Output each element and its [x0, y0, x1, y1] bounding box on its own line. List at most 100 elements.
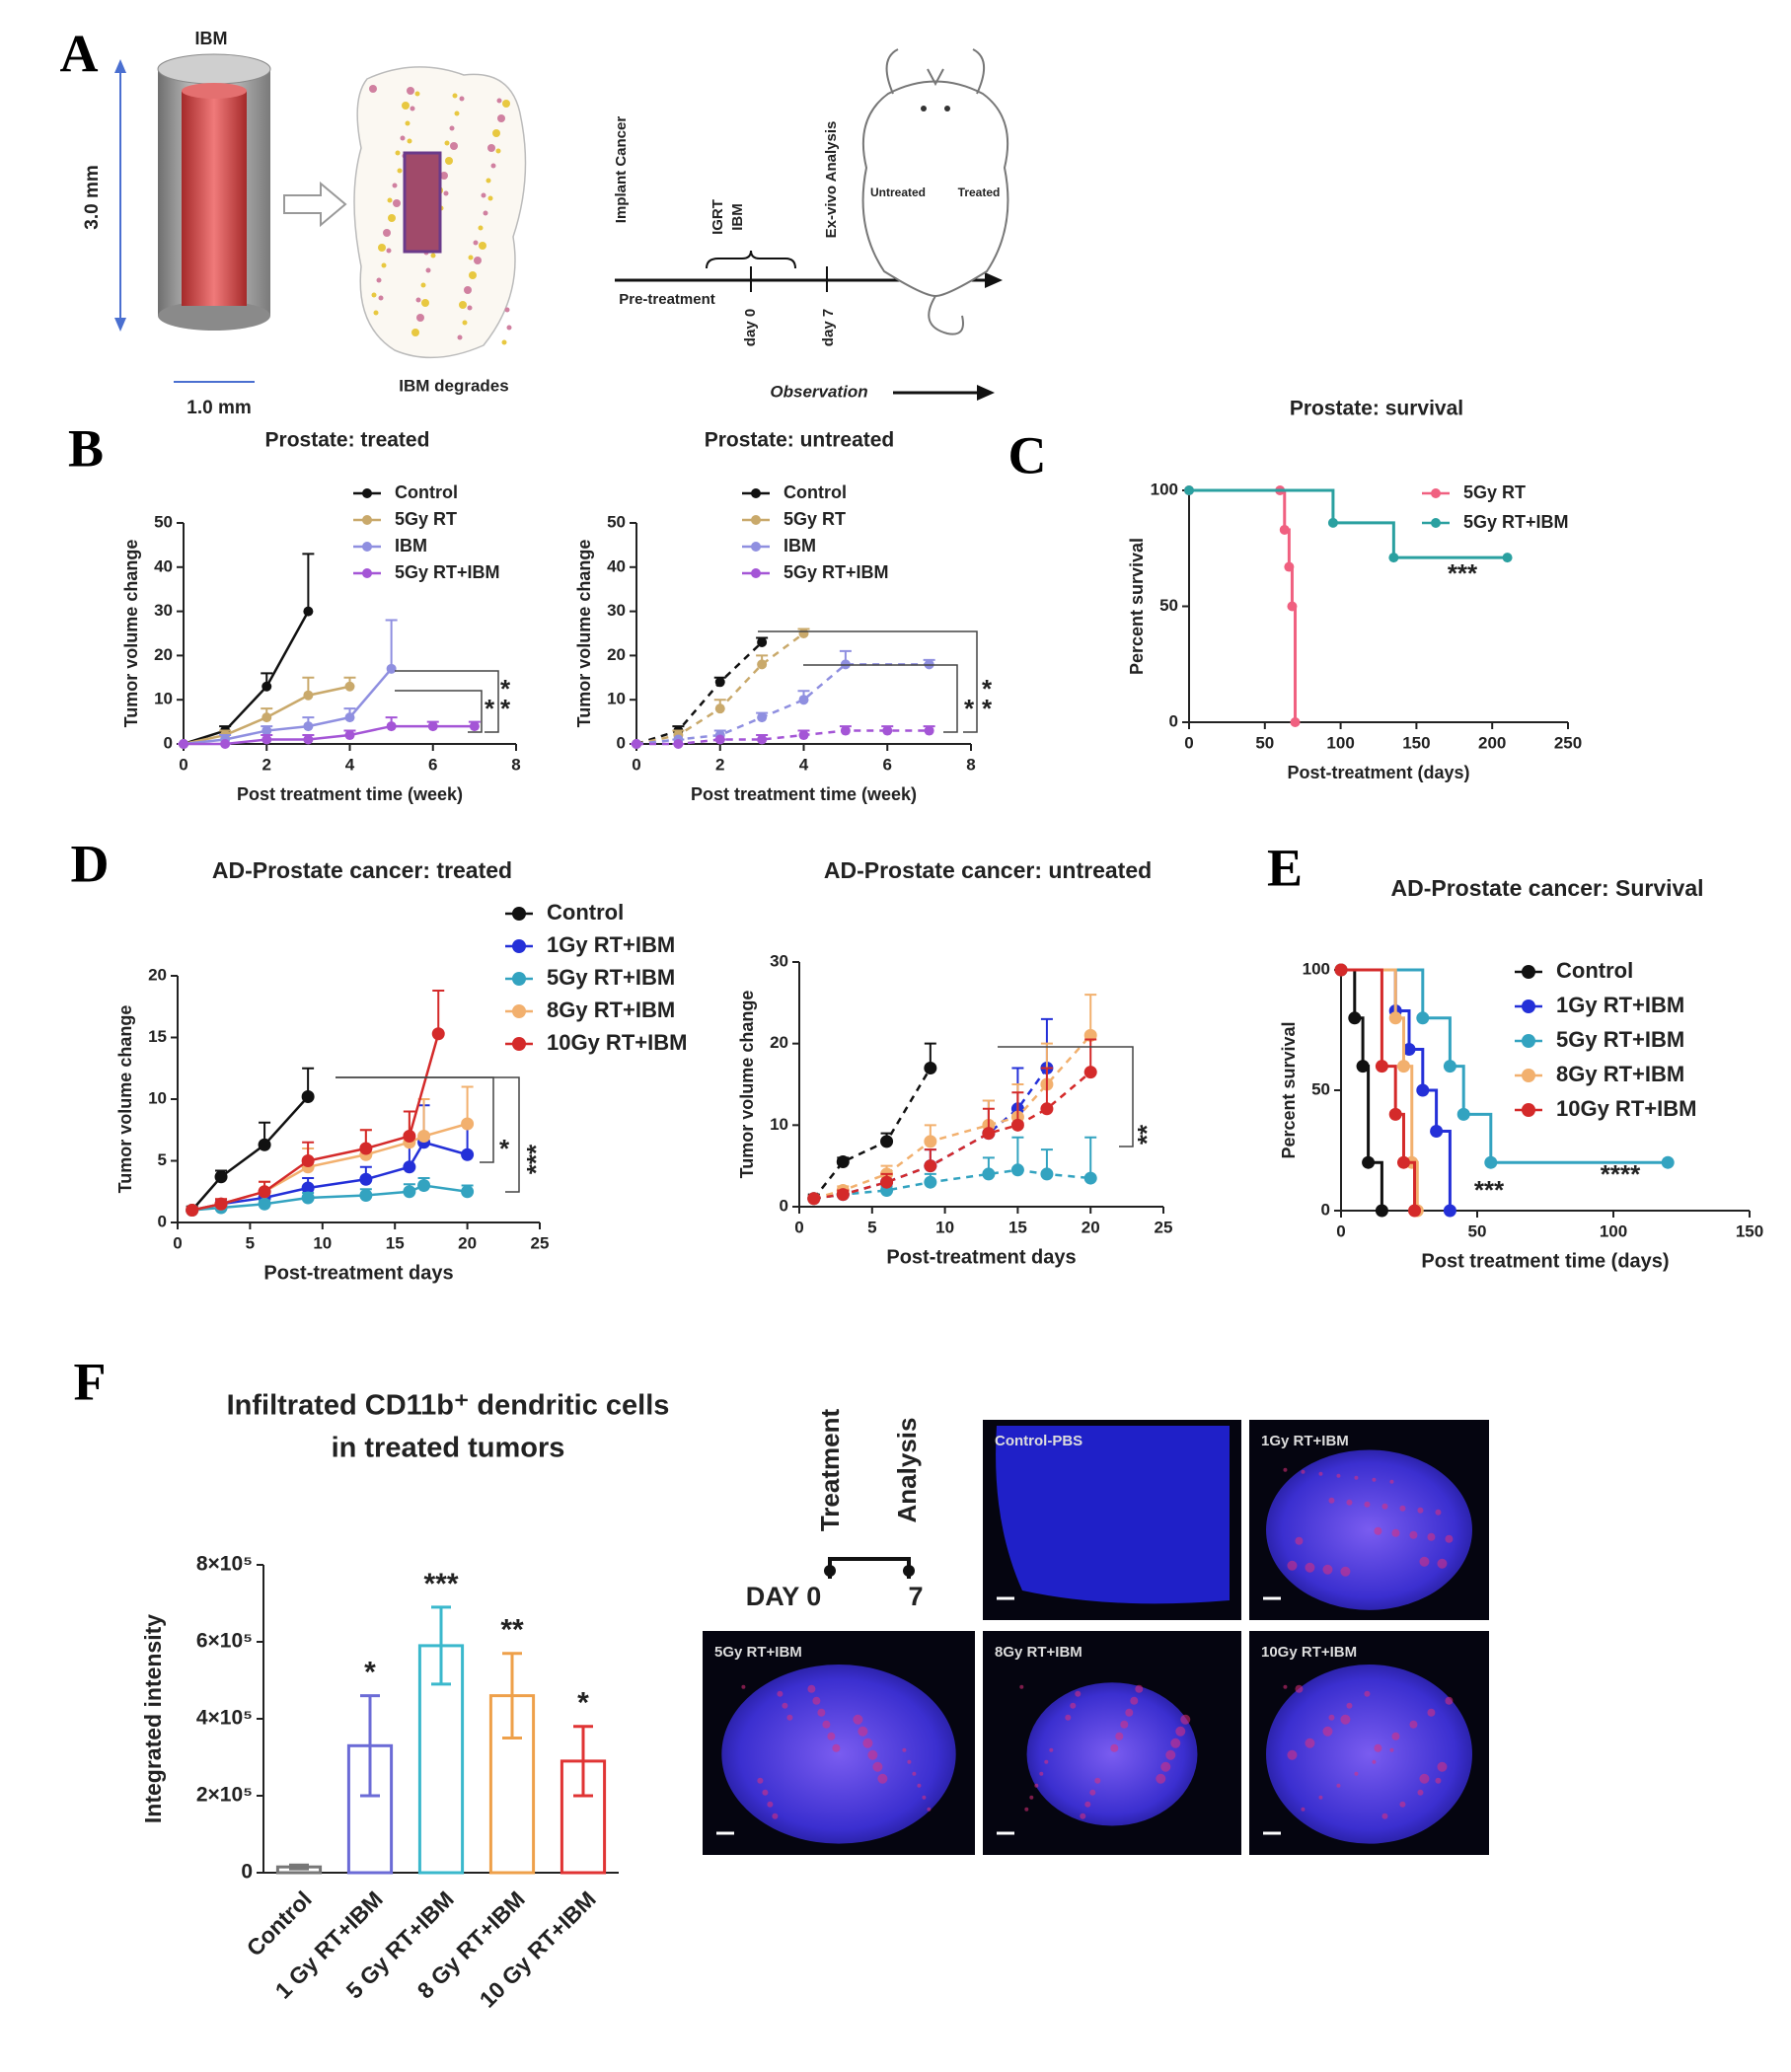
y-axis-label: Percent survival: [1127, 538, 1147, 675]
data-point: [1456, 1107, 1470, 1121]
stain: [853, 1714, 863, 1725]
y-axis-label: Integrated intensity: [140, 1614, 166, 1823]
particle: [462, 320, 468, 326]
data-point: [431, 1027, 445, 1041]
stain: [1346, 1499, 1353, 1506]
data-point: [258, 1185, 271, 1199]
x-tick-label: 0: [179, 755, 187, 774]
survival-step: [1341, 968, 1397, 1011]
x-tick-label: 25: [531, 1233, 550, 1252]
x-tick-label: 2: [715, 755, 724, 774]
stain: [1084, 1801, 1091, 1808]
series-line: [183, 610, 310, 746]
y-tick-label: 6×10⁵: [196, 1630, 253, 1653]
stain: [927, 1807, 932, 1812]
particle: [410, 106, 415, 111]
particle: [459, 301, 467, 309]
particle: [386, 248, 392, 254]
data-point: [301, 1154, 315, 1167]
significance: **: [1132, 1124, 1161, 1145]
x-tick-label: 2: [262, 755, 271, 774]
x-tick-label: 0: [173, 1233, 182, 1252]
particle: [444, 140, 450, 146]
stain: [1322, 1564, 1333, 1575]
particle: [411, 329, 419, 336]
particle: [388, 214, 396, 222]
error-bar: [360, 1694, 380, 1798]
legend-marker: [512, 972, 526, 986]
particle: [490, 163, 496, 169]
data-point: [303, 606, 314, 617]
stain: [872, 1761, 883, 1772]
significance: *: [499, 1134, 510, 1163]
y-tick-label: 15: [148, 1027, 167, 1046]
particle: [393, 199, 401, 207]
stain: [767, 1801, 774, 1808]
stain: [741, 1684, 746, 1689]
significance: *: [577, 1687, 589, 1720]
panel-letter: C: [1008, 425, 1047, 484]
data-point: [1388, 1107, 1402, 1121]
data-point: [757, 734, 768, 745]
y-tick-label: 50: [1159, 596, 1178, 615]
label: Implant Cancer: [613, 116, 630, 224]
stain: [782, 1702, 788, 1709]
brace: [706, 250, 796, 269]
y-axis-label: Tumor volume change: [115, 1005, 135, 1194]
legend-marker: [512, 939, 526, 953]
stain: [912, 1771, 917, 1776]
legend-label: 1Gy RT+IBM: [1556, 993, 1684, 1017]
stain: [757, 1777, 764, 1784]
x-tick-label: 5: [867, 1218, 876, 1236]
stain: [1125, 1708, 1134, 1717]
survival-step: [1292, 605, 1298, 722]
data-point: [186, 1204, 199, 1217]
stain: [1318, 1795, 1323, 1800]
panel-letter: B: [68, 418, 104, 478]
timeline-dot: [903, 1565, 915, 1577]
data-point: [1284, 561, 1295, 572]
legend-marker: [512, 1004, 526, 1018]
stain: [777, 1690, 784, 1697]
stain: [1374, 1743, 1382, 1752]
y-tick-label: 0: [158, 1212, 167, 1230]
stain: [1340, 1714, 1351, 1725]
legend-marker: [751, 515, 761, 525]
tissue: [721, 1665, 956, 1844]
data-point: [303, 721, 314, 732]
data-point: [836, 1155, 850, 1169]
stain: [1165, 1749, 1176, 1760]
legend-marker: [1431, 488, 1441, 498]
stain: [922, 1795, 927, 1800]
stain: [1336, 1473, 1341, 1478]
stain: [1080, 1813, 1086, 1819]
series-line: [190, 1095, 310, 1212]
stain: [1354, 1475, 1359, 1480]
y-tick-label: 0: [241, 1861, 253, 1884]
particle: [371, 292, 377, 298]
stain: [1301, 1469, 1306, 1474]
stain: [1160, 1761, 1171, 1772]
significance: **: [500, 1614, 524, 1647]
data-point: [1040, 1167, 1054, 1181]
stain: [1435, 1509, 1442, 1516]
legend-label: IBM: [784, 536, 816, 555]
stain: [1340, 1566, 1351, 1577]
data-point: [301, 1090, 315, 1103]
particle: [464, 286, 472, 294]
legend-label: Control: [1556, 958, 1633, 983]
stain: [762, 1789, 769, 1796]
data-point: [1375, 1204, 1388, 1218]
stain: [827, 1732, 836, 1740]
tile-label: 10Gy RT+IBM: [1261, 1644, 1357, 1661]
survival-step: [1280, 488, 1287, 530]
survival-step: [1395, 1112, 1405, 1163]
survival-step: [1332, 521, 1395, 558]
data-point: [344, 712, 355, 723]
stain: [832, 1743, 841, 1752]
legend-marker: [1522, 965, 1535, 979]
data-point: [344, 681, 355, 692]
error-bar: [385, 619, 398, 669]
mouse: [861, 80, 1009, 298]
